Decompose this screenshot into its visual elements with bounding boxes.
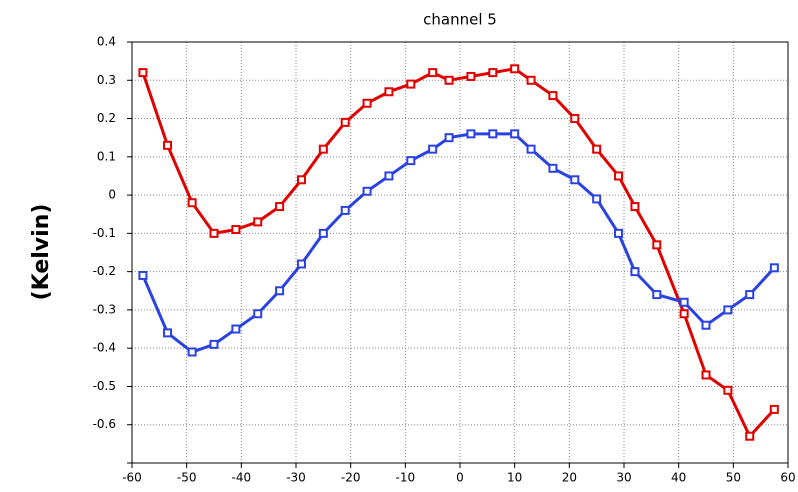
point-marker (466, 71, 476, 81)
point-marker (745, 431, 755, 441)
point-marker (488, 68, 498, 78)
point-marker (253, 309, 263, 319)
point-marker (701, 320, 711, 330)
x-tick-label: -50 (177, 471, 197, 485)
point-marker (526, 144, 536, 154)
point-marker (652, 290, 662, 300)
point-marker (318, 228, 328, 238)
point-marker (510, 64, 520, 74)
x-tick-label: 20 (562, 471, 577, 485)
point-marker (630, 267, 640, 277)
point-marker (488, 129, 498, 139)
point-marker (209, 228, 219, 238)
point-marker (548, 91, 558, 101)
point-marker (231, 324, 241, 334)
point-marker (466, 129, 476, 139)
point-marker (745, 290, 755, 300)
x-tick-label: 60 (780, 471, 795, 485)
point-marker (592, 144, 602, 154)
x-tick-label: 0 (456, 471, 464, 485)
point-marker (570, 175, 580, 185)
point-marker (570, 114, 580, 124)
y-tick-label: -0.4 (93, 341, 116, 355)
point-marker (630, 202, 640, 212)
x-tick-label: -20 (341, 471, 361, 485)
point-marker (209, 339, 219, 349)
x-tick-label: 50 (726, 471, 741, 485)
y-tick-label: -0.6 (93, 417, 116, 431)
point-marker (769, 404, 779, 414)
x-tick-label: 10 (507, 471, 522, 485)
chart-title: channel 5 (423, 11, 497, 29)
y-axis-label: (Kelvin) (29, 204, 54, 301)
x-tick-label: -10 (396, 471, 416, 485)
series-line (141, 67, 776, 439)
point-marker (428, 68, 438, 78)
point-marker (701, 370, 711, 380)
point-marker (187, 198, 197, 208)
y-tick-label: -0.3 (93, 302, 116, 316)
point-marker (138, 68, 148, 78)
point-marker (679, 297, 689, 307)
plot-frame (131, 41, 789, 464)
point-marker (231, 225, 241, 235)
point-marker (406, 156, 416, 166)
y-tick-label: -0.2 (93, 264, 116, 278)
y-tick-label: 0.4 (97, 35, 116, 49)
point-marker (275, 286, 285, 296)
point-marker (723, 305, 733, 315)
x-tick-label: 40 (671, 471, 686, 485)
point-marker (362, 186, 372, 196)
point-marker (679, 309, 689, 319)
point-marker (444, 133, 454, 143)
x-tick-label: -60 (122, 471, 142, 485)
point-marker (769, 263, 779, 273)
y-tick-label: 0 (108, 188, 116, 202)
point-marker (592, 194, 602, 204)
point-marker (296, 175, 306, 185)
y-tick-label: 0.1 (97, 149, 116, 163)
point-marker (614, 228, 624, 238)
point-marker (340, 205, 350, 215)
point-marker (428, 144, 438, 154)
point-marker (296, 259, 306, 269)
x-tick-label: 30 (616, 471, 631, 485)
point-marker (275, 202, 285, 212)
point-marker (444, 75, 454, 85)
point-marker (253, 217, 263, 227)
point-marker (723, 385, 733, 395)
point-marker (187, 347, 197, 357)
point-marker (340, 117, 350, 127)
point-marker (510, 129, 520, 139)
point-marker (614, 171, 624, 181)
y-tick-label: -0.5 (93, 379, 116, 393)
point-marker (384, 171, 394, 181)
point-marker (163, 328, 173, 338)
point-marker (652, 240, 662, 250)
y-tick-label: -0.1 (93, 226, 116, 240)
point-marker (548, 163, 558, 173)
point-marker (163, 140, 173, 150)
point-marker (526, 75, 536, 85)
x-tick-label: -40 (232, 471, 252, 485)
point-marker (406, 79, 416, 89)
y-tick-label: 0.2 (97, 111, 116, 125)
series-line (141, 132, 776, 354)
point-marker (318, 144, 328, 154)
point-marker (384, 87, 394, 97)
x-tick-label: -30 (286, 471, 306, 485)
point-marker (138, 270, 148, 280)
y-tick-label: 0.3 (97, 73, 116, 87)
point-marker (362, 98, 372, 108)
